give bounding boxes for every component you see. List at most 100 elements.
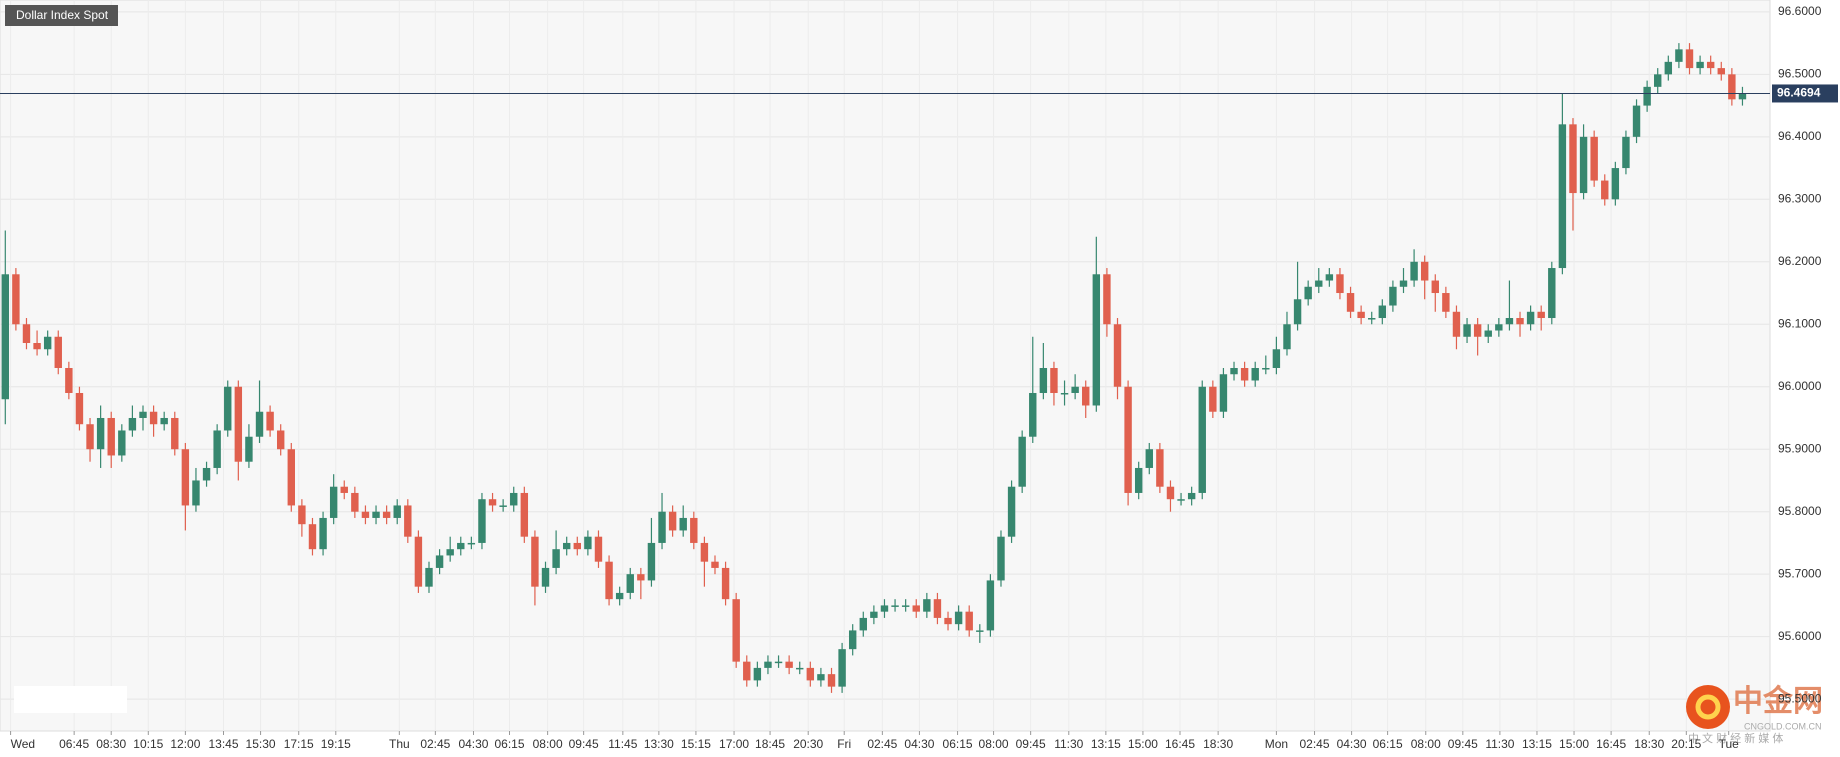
candle-body xyxy=(1654,74,1662,87)
y-tick-label: 96.2000 xyxy=(1778,254,1822,268)
x-tick-label: 15:00 xyxy=(1128,737,1158,751)
candle-body xyxy=(796,667,804,670)
x-tick-label: 15:30 xyxy=(246,737,276,751)
candle-body xyxy=(425,567,433,587)
candle-body xyxy=(584,536,592,550)
candle-body xyxy=(986,580,995,631)
x-tick-label: 16:45 xyxy=(1165,737,1195,751)
candle-body xyxy=(690,517,698,543)
x-tick-label: 08:00 xyxy=(979,737,1009,751)
candle-body xyxy=(171,417,179,450)
candle-body xyxy=(1304,286,1312,300)
candle-body xyxy=(1675,49,1683,62)
candle-body xyxy=(404,505,412,537)
y-tick-label: 96.0000 xyxy=(1778,379,1822,393)
candle-body xyxy=(1029,392,1037,437)
x-tick-label: 20:30 xyxy=(793,737,823,751)
x-tick-label: 10:15 xyxy=(133,737,163,751)
candle-body xyxy=(1728,74,1736,100)
candle-body xyxy=(1082,386,1090,406)
candle-body xyxy=(1738,93,1747,100)
candle-body xyxy=(1526,311,1535,325)
candle-body xyxy=(1007,486,1016,537)
x-tick-label: 20:15 xyxy=(1671,737,1701,751)
candle-body xyxy=(298,505,306,525)
candle-body xyxy=(255,411,264,437)
candle-body xyxy=(848,630,857,650)
candle-body xyxy=(1410,261,1418,281)
candle-body xyxy=(1696,61,1704,69)
candle-body xyxy=(1473,324,1482,337)
candle-body xyxy=(510,492,518,506)
x-tick-label: 18:30 xyxy=(1634,737,1664,751)
candle-body xyxy=(1632,105,1641,137)
candle-body xyxy=(457,542,465,550)
candle-body xyxy=(1113,324,1122,387)
candle-body xyxy=(1664,61,1673,75)
candle-body xyxy=(1134,467,1143,493)
candle-body xyxy=(658,511,666,543)
candle-body xyxy=(1537,311,1545,319)
x-tick-label: 13:15 xyxy=(1091,737,1121,751)
x-tick-label: 06:45 xyxy=(59,737,89,751)
candle-body xyxy=(478,499,486,543)
candle-body xyxy=(213,430,221,468)
watermark-url: CNGOLD.COM.CN xyxy=(1744,721,1822,731)
candle-body xyxy=(12,274,20,325)
candle-body xyxy=(1,274,10,400)
x-tick-label: 09:45 xyxy=(569,737,599,751)
candle-body xyxy=(1452,311,1461,337)
candle-body xyxy=(1346,293,1355,312)
candle-body xyxy=(520,492,529,537)
candle-body xyxy=(1293,299,1302,325)
candle-body xyxy=(329,486,338,518)
candle-body xyxy=(1283,324,1291,350)
candle-body xyxy=(1018,436,1026,487)
candle-body xyxy=(1315,280,1323,287)
x-tick-label: 02:45 xyxy=(1300,737,1330,751)
candle-body xyxy=(361,511,370,518)
candle-body xyxy=(1230,367,1238,375)
candle-body xyxy=(1092,274,1101,406)
candle-body xyxy=(43,336,52,350)
watermark-tagline: 中 文 财 经 新 媒 体 xyxy=(1688,731,1783,745)
candle-body xyxy=(1368,318,1376,320)
candles xyxy=(1,43,1747,693)
blank-box xyxy=(14,686,127,713)
candle-body xyxy=(149,411,158,425)
x-tick-label: 11:30 xyxy=(1054,737,1083,751)
y-tick-label: 96.3000 xyxy=(1778,191,1822,205)
candle-body xyxy=(711,561,719,568)
candle-body xyxy=(806,667,815,681)
candle-body xyxy=(234,386,243,462)
candle-body xyxy=(1420,261,1429,281)
candle-body xyxy=(1717,68,1725,75)
x-tick-label: 11:30 xyxy=(1485,737,1514,751)
x-tick-label: 02:45 xyxy=(867,737,897,751)
candle-body xyxy=(308,524,317,550)
candle-body xyxy=(923,599,931,612)
candle-body xyxy=(1611,168,1620,200)
candle-body xyxy=(139,411,147,418)
candle-body xyxy=(488,499,497,506)
x-tick-label: Thu xyxy=(389,737,410,751)
candle-body xyxy=(753,667,762,681)
candle-body xyxy=(1516,318,1524,325)
x-tick-label: 18:45 xyxy=(755,737,785,751)
candle-body xyxy=(1558,124,1567,269)
x-tick-label: 06:15 xyxy=(494,737,524,751)
x-tick-label: 17:15 xyxy=(284,737,314,751)
x-tick-label: 02:45 xyxy=(420,737,450,751)
candle-body xyxy=(541,567,550,587)
candle-body xyxy=(732,599,740,662)
y-tick-label: 96.6000 xyxy=(1778,4,1822,18)
candle-body xyxy=(1463,324,1471,337)
candle-body xyxy=(1495,324,1503,331)
candle-body xyxy=(1039,367,1048,393)
candle-body xyxy=(954,611,963,625)
price-label-box xyxy=(1772,84,1838,103)
y-tick-label: 95.7000 xyxy=(1778,566,1822,580)
candle-body xyxy=(266,411,274,431)
candle-body xyxy=(202,467,211,481)
